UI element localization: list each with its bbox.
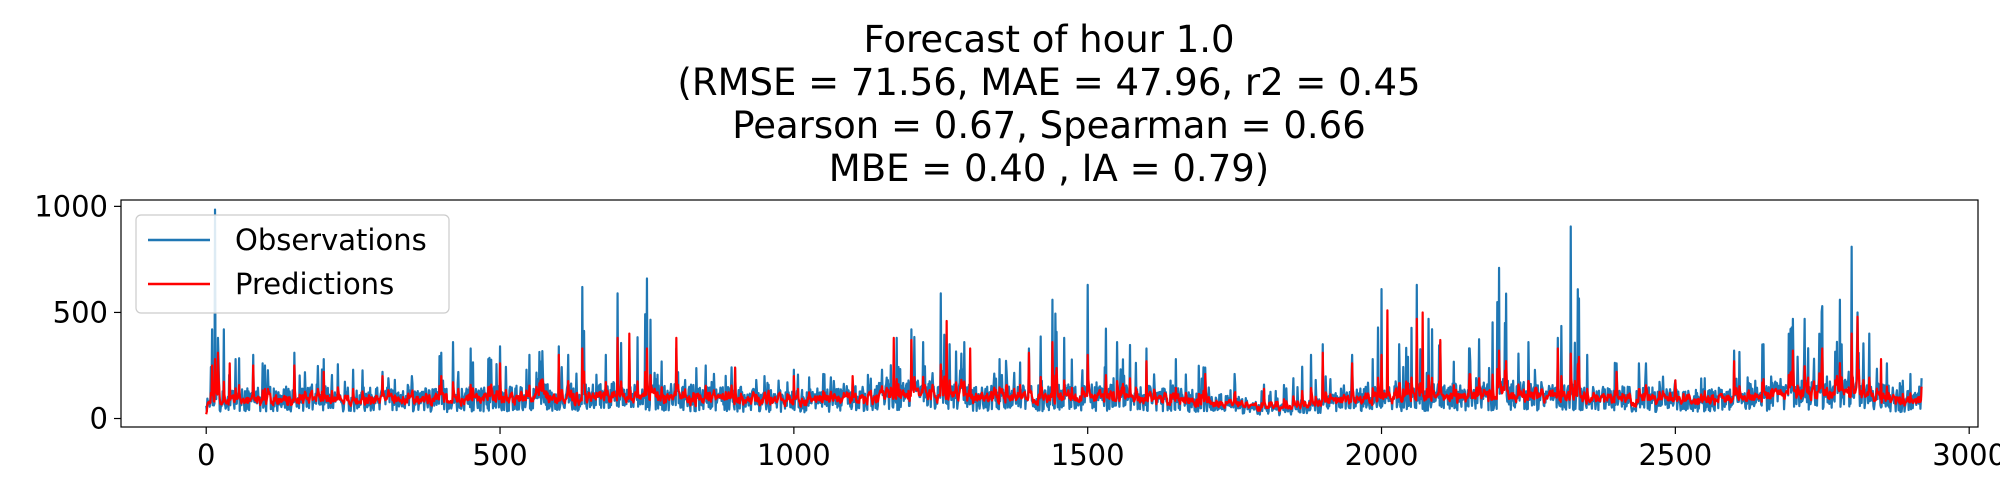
y-tick-label: 500 bbox=[53, 295, 108, 329]
legend: Observations Predictions bbox=[135, 214, 450, 314]
plot-frame bbox=[120, 199, 1979, 428]
y-tick-label: 1000 bbox=[34, 189, 108, 223]
x-tick-label: 0 bbox=[197, 438, 215, 472]
title-line-2: (RMSE = 71.56, MAE = 47.96, r2 = 0.45 bbox=[677, 61, 1420, 104]
x-tick-label: 3000 bbox=[1932, 438, 2000, 472]
series-line-predictions bbox=[205, 309, 1923, 415]
x-tick-label: 1500 bbox=[1051, 438, 1125, 472]
chart-title: Forecast of hour 1.0(RMSE = 71.56, MAE =… bbox=[677, 18, 1420, 190]
legend-box bbox=[135, 214, 450, 314]
plot-area bbox=[120, 199, 1979, 428]
x-tick-label: 500 bbox=[472, 438, 527, 472]
legend-label-observations: Observations bbox=[235, 223, 427, 257]
title-line-3: Pearson = 0.67, Spearman = 0.66 bbox=[732, 104, 1365, 147]
y-tick-label: 0 bbox=[90, 402, 108, 436]
x-axis: 0 500 1000 1500 2000 2500 3000 bbox=[197, 427, 2000, 472]
x-tick-label: 2000 bbox=[1345, 438, 1419, 472]
x-tick-label: 2500 bbox=[1638, 438, 1712, 472]
title-line-1: Forecast of hour 1.0 bbox=[863, 18, 1234, 61]
x-tick-label: 1000 bbox=[757, 438, 831, 472]
title-line-4: MBE = 0.40 , IA = 0.79) bbox=[829, 147, 1269, 190]
series-lines bbox=[205, 208, 1923, 417]
legend-label-predictions: Predictions bbox=[235, 267, 394, 301]
y-axis: 0 500 1000 bbox=[34, 189, 121, 436]
